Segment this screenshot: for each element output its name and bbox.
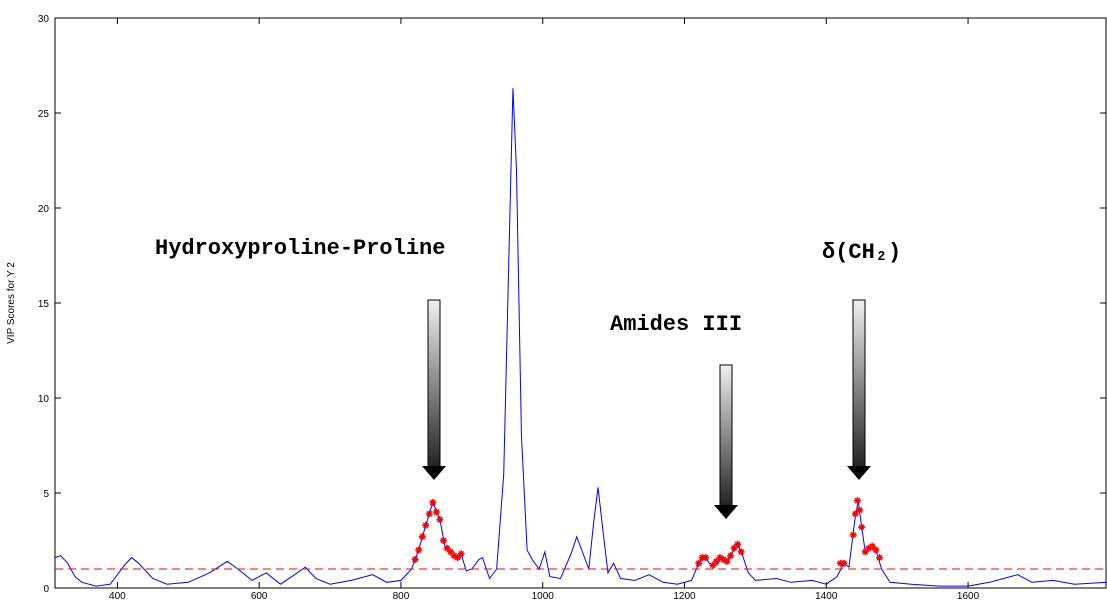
plot-area: [54, 17, 1107, 589]
marker: [709, 561, 717, 569]
marker: [853, 497, 861, 505]
marker: [858, 523, 866, 531]
marker: [849, 531, 857, 539]
y-tick-label: 0: [43, 584, 49, 595]
marker: [868, 542, 876, 550]
marker: [429, 499, 437, 506]
x-tick-label: 400: [109, 591, 126, 601]
marker: [872, 546, 880, 554]
y-tick-label: 5: [43, 489, 49, 500]
y-axis-label: VIP Scores for Y 2: [6, 262, 17, 344]
annotation: Hydroxyproline-Proline: [155, 236, 445, 261]
x-tick-label: 600: [251, 591, 268, 601]
marker: [836, 559, 844, 567]
marker: [861, 548, 869, 556]
marker: [447, 548, 455, 556]
marker: [436, 516, 444, 524]
x-tick-label: 1200: [673, 591, 696, 601]
marker: [716, 554, 724, 562]
marker: [415, 546, 423, 554]
marker: [439, 537, 447, 544]
marker: [432, 508, 440, 516]
marker: [723, 557, 731, 565]
marker: [734, 540, 742, 548]
marker: [856, 506, 864, 514]
y-tick-label: 30: [38, 14, 50, 25]
marker: [698, 554, 706, 562]
y-tick-label: 15: [38, 299, 50, 310]
marker: [840, 559, 848, 567]
marker: [450, 552, 458, 560]
y-tick-label: 10: [38, 394, 50, 405]
marker: [418, 533, 426, 541]
marker: [695, 559, 703, 567]
marker: [454, 554, 462, 562]
marker: [719, 556, 727, 563]
x-tick-label: 1000: [532, 591, 555, 601]
arrow: [714, 364, 738, 519]
x-tick-label: 1600: [957, 591, 980, 601]
marker: [443, 544, 451, 552]
marker: [457, 550, 465, 558]
y-tick-label: 20: [38, 204, 50, 215]
annotation: δ(CH₂): [822, 240, 901, 265]
annotation: Amides III: [610, 312, 742, 337]
arrow: [422, 299, 446, 480]
x-tick-label: 1400: [815, 591, 838, 601]
marker: [865, 544, 873, 552]
marker: [851, 510, 859, 518]
marker: [712, 557, 720, 565]
marker: [730, 544, 738, 552]
y-tick-label: 25: [38, 109, 50, 120]
arrow: [847, 299, 871, 480]
marker: [875, 554, 883, 562]
series-line: [54, 88, 1107, 587]
marker: [411, 556, 419, 563]
marker: [422, 521, 430, 529]
marker: [737, 548, 745, 556]
marker: [702, 554, 710, 562]
marker: [727, 552, 735, 560]
x-tick-label: 800: [393, 591, 410, 601]
marker: [425, 510, 433, 518]
